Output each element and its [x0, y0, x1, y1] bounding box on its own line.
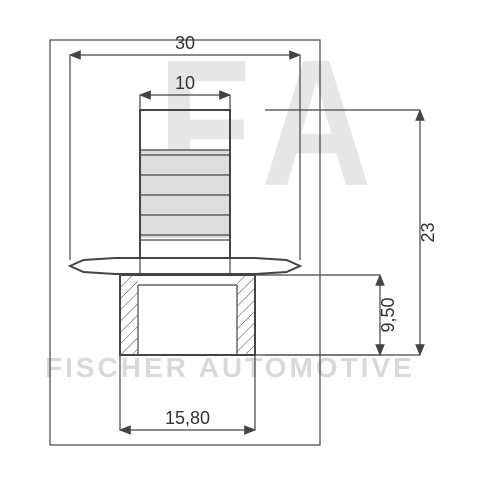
svg-text:9,50: 9,50 — [378, 297, 398, 332]
svg-text:30: 30 — [175, 33, 195, 53]
svg-text:10: 10 — [175, 73, 195, 93]
svg-text:23: 23 — [418, 222, 438, 242]
technical-drawing: 30 10 15,80 23 9,50 — [0, 0, 500, 500]
svg-text:15,80: 15,80 — [165, 408, 210, 428]
